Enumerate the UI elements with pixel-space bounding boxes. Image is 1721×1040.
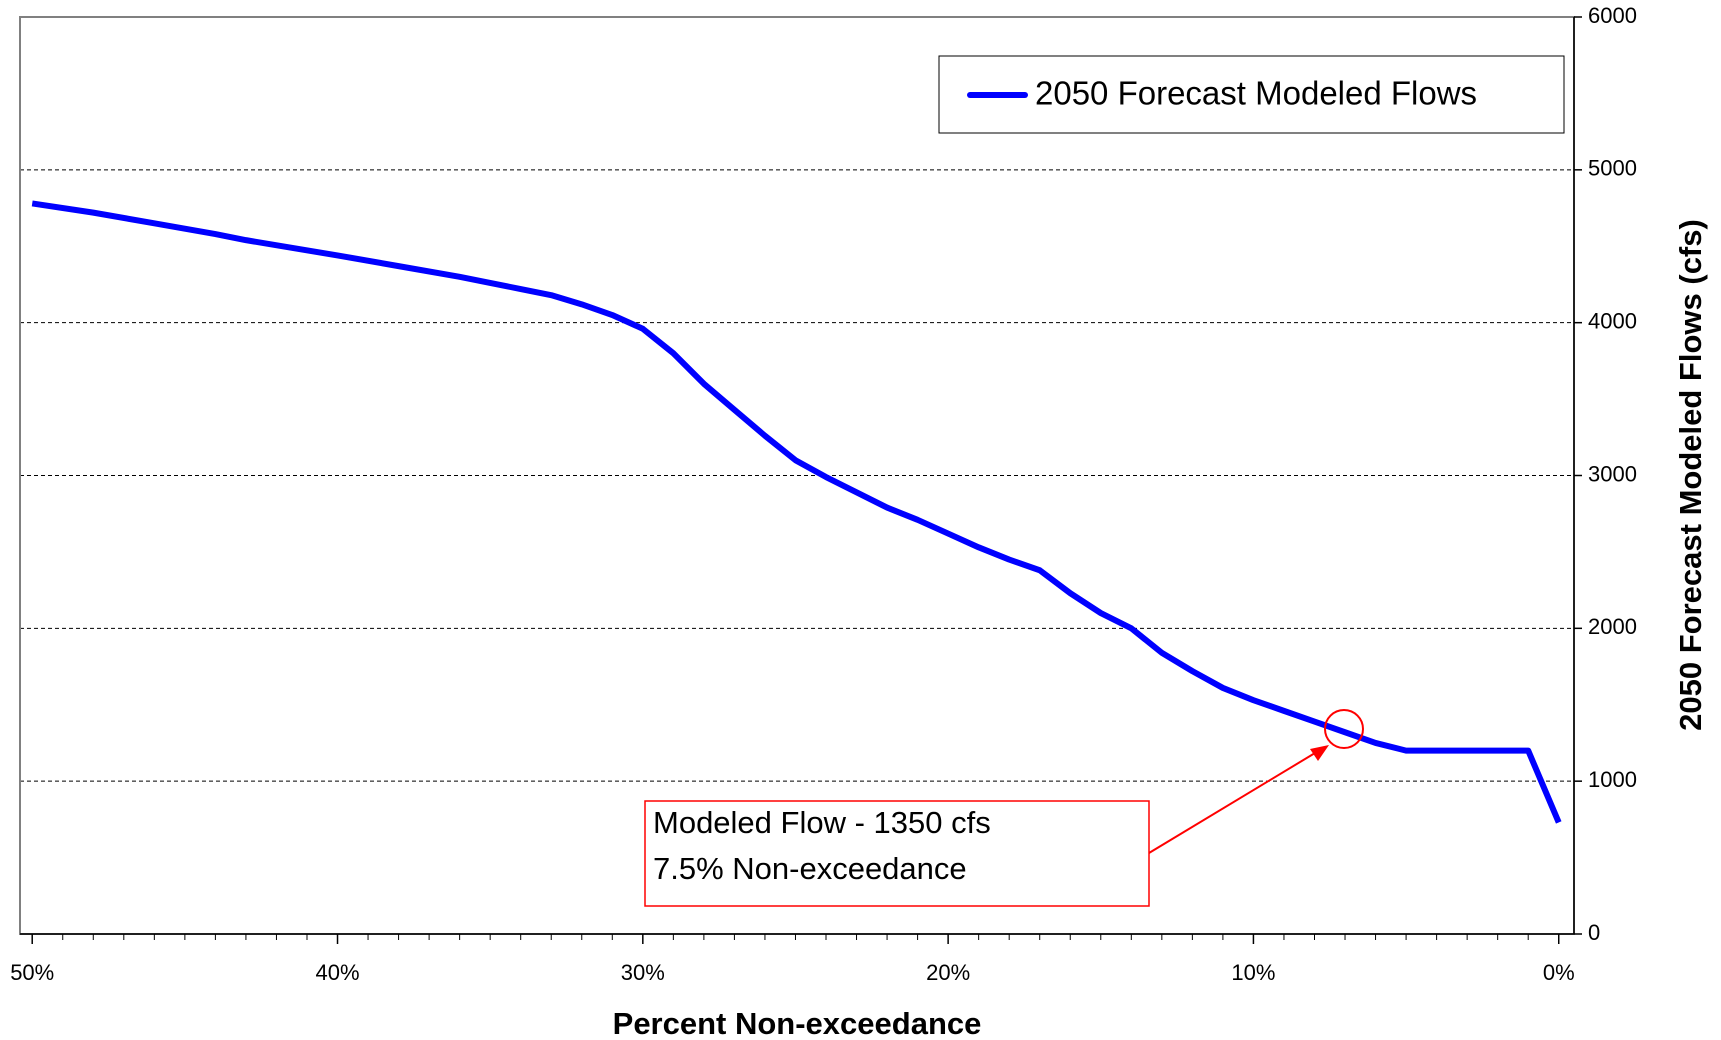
x-tick-label: 40% <box>315 960 359 985</box>
x-tick-label: 30% <box>621 960 665 985</box>
y-axis-title: 2050 Forecast Modeled Flows (cfs) <box>1673 219 1708 731</box>
x-tick-label: 20% <box>926 960 970 985</box>
arrow-head <box>1310 745 1329 761</box>
y-tick-label: 2000 <box>1588 614 1637 639</box>
annotation-circle <box>1324 709 1364 749</box>
annotation-box <box>644 800 1150 907</box>
x-axis-title: Percent Non-exceedance <box>613 1006 982 1040</box>
x-tick-label: 0% <box>1543 960 1575 985</box>
y-tick-label: 0 <box>1588 920 1600 945</box>
data-line <box>31 200 1562 824</box>
y-tick-label: 3000 <box>1588 461 1637 486</box>
y-tick-label: 5000 <box>1588 156 1637 181</box>
x-tick-label: 50% <box>10 960 54 985</box>
annotation-arrow <box>1148 749 1321 854</box>
annotation-text: Modeled Flow - 1350 cfs <box>653 805 991 840</box>
legend-label: 2050 Forecast Modeled Flows <box>1035 75 1477 112</box>
y-tick-label: 6000 <box>1588 3 1637 28</box>
y-tick-label: 4000 <box>1588 308 1637 333</box>
x-tick-label: 10% <box>1231 960 1275 985</box>
legend <box>938 55 1565 134</box>
annotation-text: 7.5% Non-exceedance <box>653 851 967 886</box>
y-tick-label: 1000 <box>1588 767 1637 792</box>
